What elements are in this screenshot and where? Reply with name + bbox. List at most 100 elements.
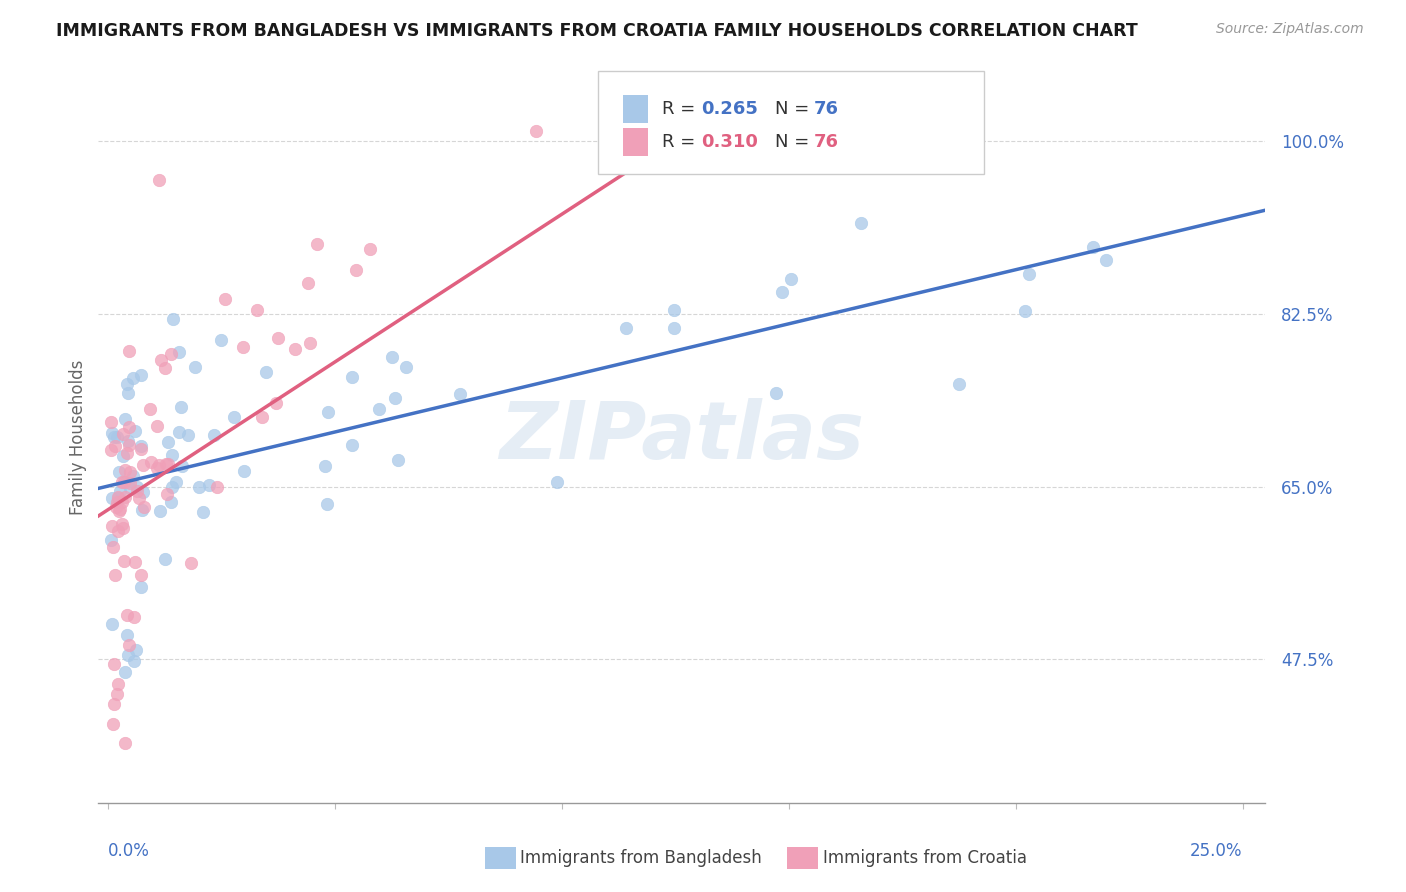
Point	[101, 519, 124, 533]
Point	[129, 580, 152, 594]
Point	[368, 402, 391, 417]
Point	[117, 434, 139, 448]
Point	[104, 500, 127, 514]
Point	[100, 442, 122, 457]
Point	[114, 737, 136, 751]
Point	[131, 442, 153, 457]
Point	[160, 346, 183, 360]
Point	[103, 430, 125, 444]
Text: 76: 76	[814, 133, 839, 151]
Point	[1081, 240, 1104, 254]
Point	[214, 292, 236, 306]
Text: R =: R =	[662, 100, 702, 118]
Point	[117, 648, 139, 662]
Point	[209, 333, 232, 347]
Point	[125, 642, 148, 657]
Point	[1014, 304, 1036, 318]
Point	[315, 497, 337, 511]
Point	[134, 500, 156, 515]
Point	[155, 458, 177, 472]
Point	[1018, 267, 1040, 281]
Point	[127, 481, 149, 495]
Point	[100, 415, 122, 429]
Point	[105, 687, 128, 701]
Text: 0.0%: 0.0%	[107, 842, 149, 860]
Point	[785, 123, 807, 137]
Point	[299, 336, 322, 351]
Text: N =: N =	[775, 100, 814, 118]
Point	[662, 321, 685, 335]
Point	[115, 377, 138, 392]
Point	[104, 439, 127, 453]
Point	[359, 242, 381, 256]
Point	[284, 342, 307, 356]
Point	[188, 480, 211, 494]
Point	[314, 459, 336, 474]
Point	[156, 487, 179, 501]
Point	[153, 360, 176, 375]
Point	[112, 475, 135, 489]
Point	[107, 491, 129, 505]
Point	[101, 541, 124, 555]
Point	[202, 427, 225, 442]
Point	[117, 385, 139, 400]
Point	[232, 340, 254, 354]
Point	[197, 478, 219, 492]
Point	[103, 568, 125, 582]
Point	[297, 276, 319, 290]
Point	[124, 654, 146, 668]
Text: IMMIGRANTS FROM BANGLADESH VS IMMIGRANTS FROM CROATIA FAMILY HOUSEHOLDS CORRELAT: IMMIGRANTS FROM BANGLADESH VS IMMIGRANTS…	[56, 22, 1137, 40]
Point	[125, 484, 148, 499]
Point	[107, 491, 129, 505]
Point	[162, 448, 184, 462]
Point	[150, 352, 173, 367]
Point	[108, 504, 131, 518]
Point	[114, 475, 136, 489]
Point	[156, 457, 179, 471]
Point	[103, 657, 125, 672]
Point	[114, 665, 136, 680]
Point	[665, 123, 688, 137]
Point	[546, 475, 568, 489]
Point	[117, 638, 139, 652]
Point	[872, 123, 894, 137]
Point	[118, 465, 141, 479]
Point	[614, 321, 637, 335]
Point	[177, 428, 200, 442]
Point	[107, 524, 129, 539]
Text: 25.0%: 25.0%	[1191, 842, 1243, 860]
Point	[129, 368, 152, 382]
Text: 0.310: 0.310	[702, 133, 758, 151]
Point	[344, 263, 367, 277]
Point	[157, 434, 180, 449]
Text: N =: N =	[775, 133, 814, 151]
Point	[108, 483, 131, 498]
Point	[105, 494, 128, 508]
Point	[233, 464, 256, 478]
Text: 0.265: 0.265	[702, 100, 758, 118]
Point	[160, 494, 183, 508]
Point	[170, 458, 193, 473]
Point	[112, 521, 135, 535]
Point	[246, 303, 269, 318]
Point	[160, 480, 183, 494]
Point	[387, 453, 409, 467]
Point	[250, 410, 273, 425]
Text: Immigrants from Croatia: Immigrants from Croatia	[823, 849, 1026, 867]
Point	[118, 476, 141, 491]
Y-axis label: Family Households: Family Households	[69, 359, 87, 515]
Point	[128, 491, 150, 506]
Point	[779, 272, 801, 286]
Point	[111, 516, 134, 531]
Point	[183, 360, 205, 375]
Point	[101, 616, 124, 631]
Point	[112, 426, 135, 441]
Point	[340, 369, 363, 384]
Point	[131, 503, 153, 517]
Point	[770, 285, 793, 299]
Point	[124, 424, 146, 438]
Point	[111, 449, 134, 463]
Text: 76: 76	[814, 100, 839, 118]
Point	[384, 391, 406, 405]
Point	[162, 312, 184, 326]
